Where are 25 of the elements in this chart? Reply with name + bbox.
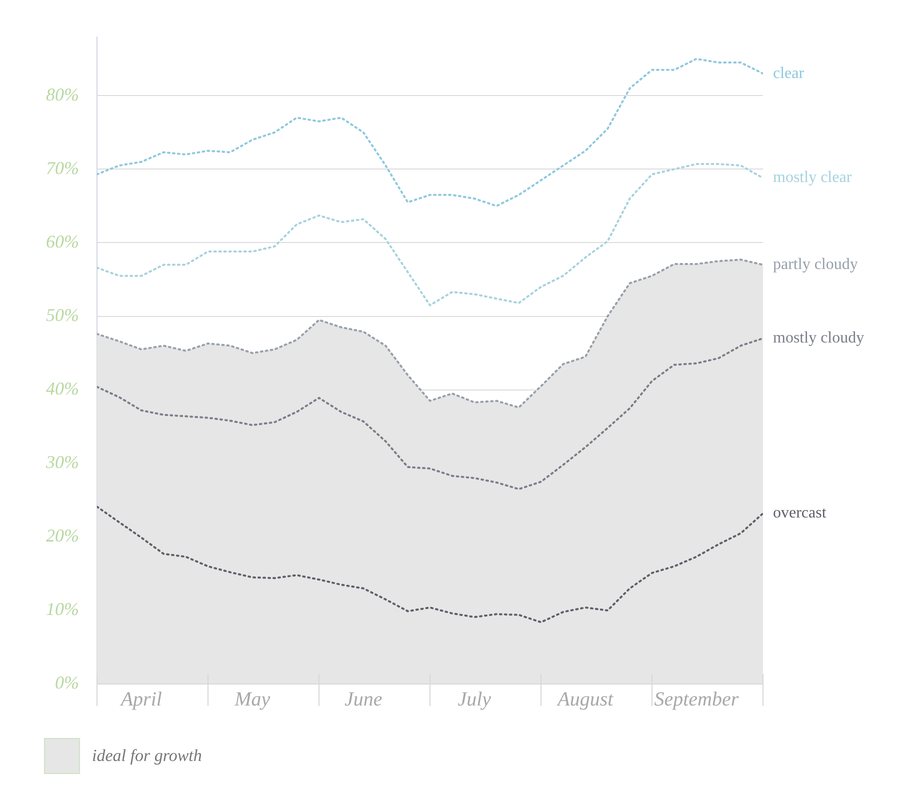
y-tick-label: 40% (46, 378, 79, 399)
y-tick-label: 10% (46, 599, 79, 620)
series-label: mostly cloudy (773, 330, 864, 347)
y-tick-label: 50% (46, 305, 79, 326)
series-label: overcast (773, 504, 827, 522)
y-tick-label: 60% (46, 231, 79, 252)
y-tick-label: 0% (54, 672, 79, 693)
line-series (96, 506, 763, 624)
y-tick-label: 80% (46, 84, 79, 104)
x-tick-label: July (458, 688, 492, 710)
y-tick-label: 30% (44, 452, 79, 472)
x-tick-label: April (118, 688, 162, 710)
text: ideal for growth (92, 746, 202, 766)
line-series (96, 337, 763, 490)
x-tick-label: June (344, 688, 382, 710)
series-label: partly cloudy (773, 256, 858, 273)
line-series (96, 58, 763, 207)
y-tick-label: 70% (46, 158, 79, 178)
x-tick-label: August (556, 688, 614, 710)
y-tick-label: 20% (46, 526, 79, 546)
series-label: clear (773, 64, 805, 82)
series-label: mostly clear (773, 169, 852, 186)
x-tick-label: May (234, 688, 270, 710)
line-series (96, 163, 763, 306)
x-tick-label: September (654, 688, 739, 710)
